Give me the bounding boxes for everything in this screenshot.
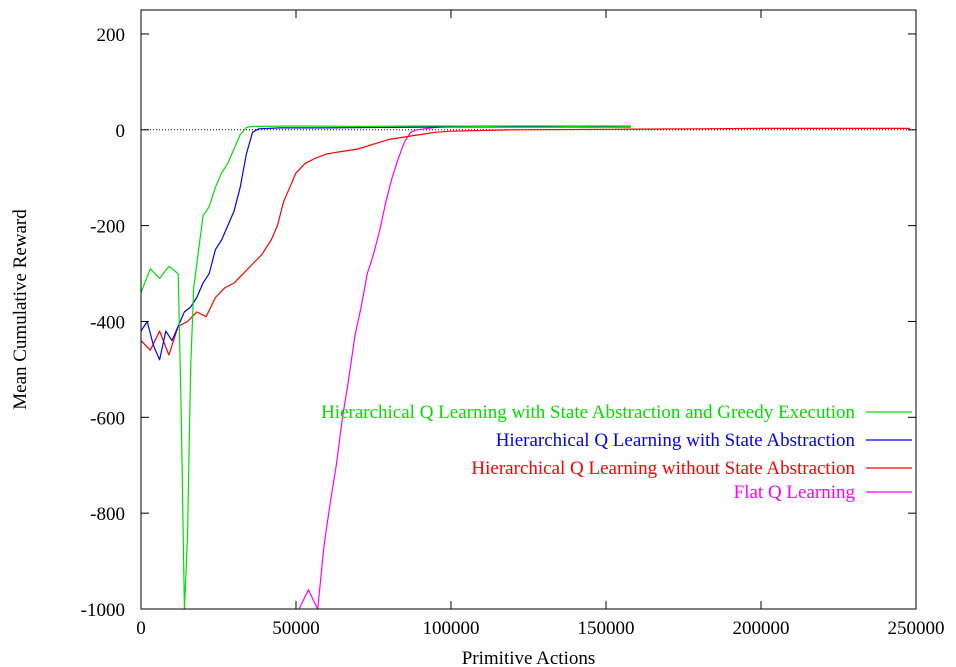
y-tick-label: -1000 (81, 600, 125, 621)
legend-label: Flat Q Learning (734, 482, 856, 503)
y-tick-label: -400 (90, 312, 125, 333)
y-tick-label: 0 (116, 121, 126, 142)
legend-label: Hierarchical Q Learning without State Ab… (471, 458, 855, 479)
x-axis: 0 50000 100000 150000 200000 250000 (136, 10, 945, 639)
y-tick-label: -800 (90, 504, 125, 525)
x-tick-label: 0 (136, 618, 146, 639)
x-tick-label: 250000 (888, 618, 945, 639)
series-line-2 (141, 127, 910, 356)
plot-frame (140, 9, 917, 610)
series-layer (141, 125, 910, 609)
series-line-1 (141, 126, 631, 361)
series-line-3 (298, 125, 631, 609)
y-tick-label: -600 (90, 408, 125, 429)
x-tick-label: 150000 (578, 618, 635, 639)
y-tick-label: -200 (90, 217, 125, 238)
x-tick-label: 100000 (423, 618, 480, 639)
series-line-0 (141, 125, 631, 609)
y-tick-label: 200 (97, 25, 126, 46)
y-axis: -1000 -800 -600 -400 -200 0 200 (81, 25, 916, 621)
y-axis-label: Mean Cumulative Reward (10, 209, 31, 410)
x-tick-label: 200000 (733, 618, 790, 639)
legend-label: Hierarchical Q Learning with State Abstr… (496, 430, 856, 451)
x-axis-label: Primitive Actions (462, 648, 596, 667)
legend-label: Hierarchical Q Learning with State Abstr… (321, 402, 855, 423)
x-tick-label: 50000 (272, 618, 320, 639)
legend: Hierarchical Q Learning with State Abstr… (321, 402, 912, 503)
